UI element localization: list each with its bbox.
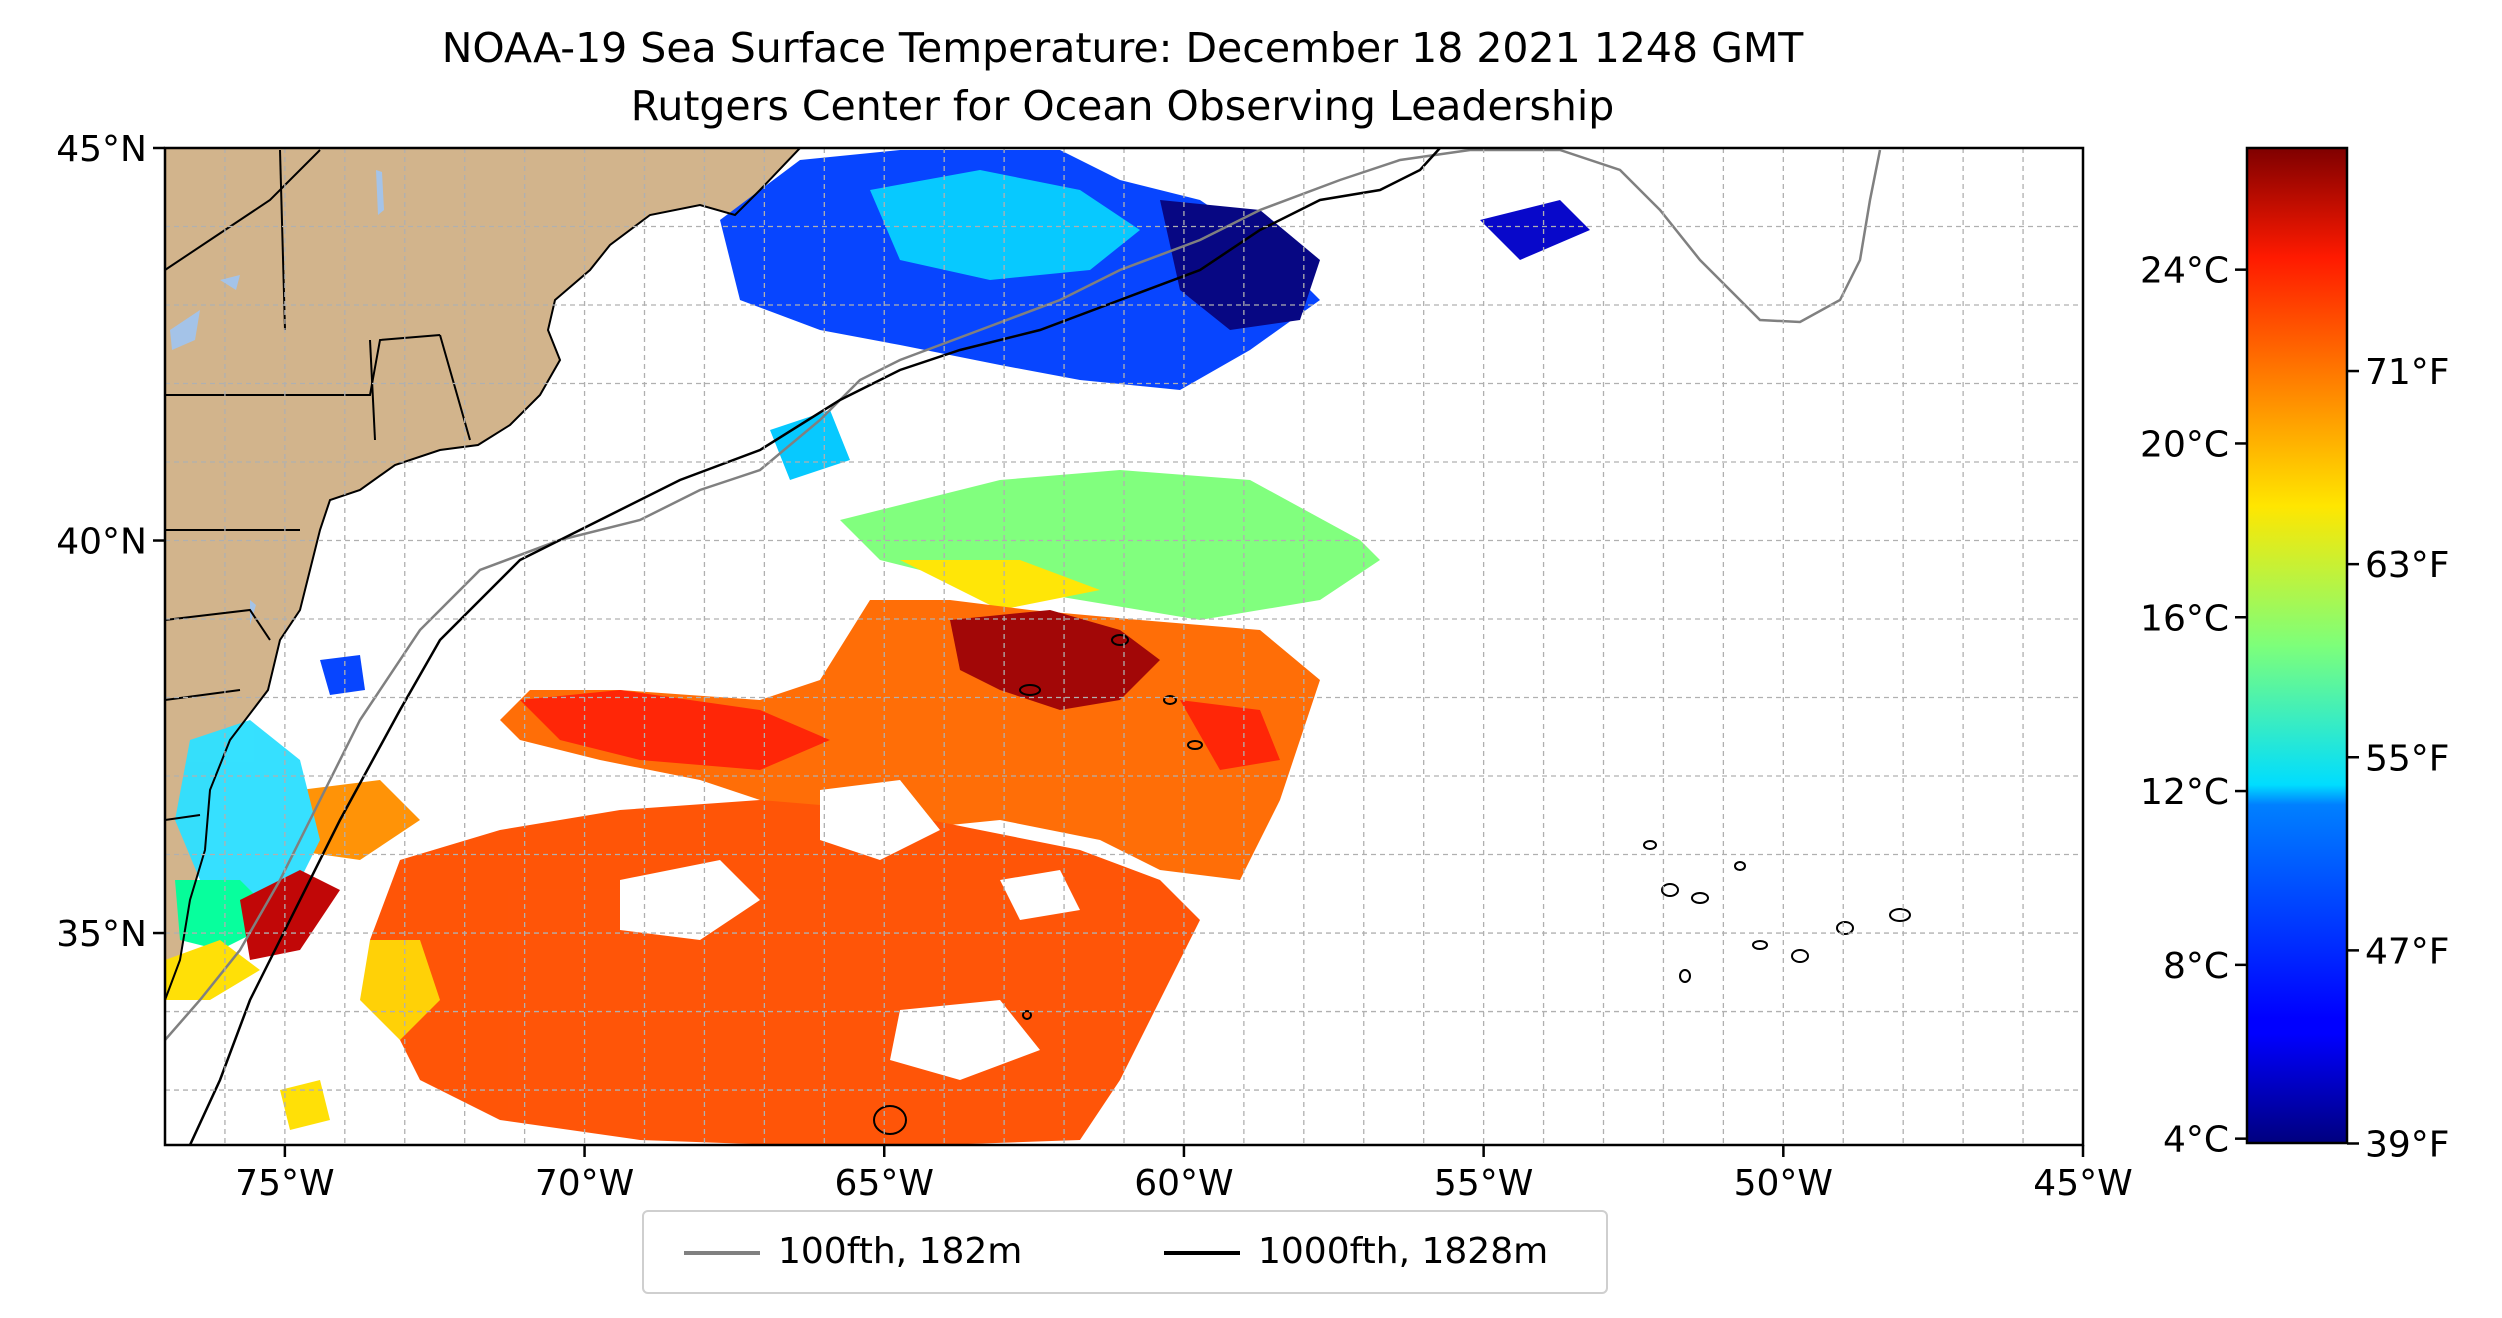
- x-axis: 75°W 70°W 65°W 60°W 55°W 50°W 45°W: [235, 1145, 2133, 1204]
- fahrenheit-tick-label: 71°F: [2365, 352, 2450, 393]
- x-tick-label: 55°W: [1434, 1163, 1533, 1204]
- y-tick-label: 45°N: [56, 129, 147, 170]
- fahrenheit-tick-label: 39°F: [2365, 1124, 2450, 1165]
- celsius-tick-label: 12°C: [2140, 772, 2229, 813]
- legend-swatch-gray: [684, 1251, 760, 1255]
- cloud-gaps: [620, 560, 1080, 1080]
- fahrenheit-tick-label: 47°F: [2365, 931, 2450, 972]
- y-tick-label: 35°N: [56, 914, 147, 955]
- x-tick-label: 65°W: [835, 1163, 934, 1204]
- legend-label: 1000fth, 1828m: [1258, 1231, 1549, 1272]
- fahrenheit-tick-label: 63°F: [2365, 545, 2450, 586]
- celsius-tick-label: 8°C: [2163, 946, 2229, 987]
- celsius-tick-label: 20°C: [2140, 424, 2229, 465]
- coastline: [165, 148, 801, 1001]
- celsius-tick-label: 16°C: [2140, 598, 2229, 639]
- x-tick-label: 60°W: [1134, 1163, 1233, 1204]
- state-borders: [165, 149, 471, 821]
- seamounts: [873, 634, 1911, 1135]
- land-mass: [165, 148, 800, 1000]
- colorbar-ticks: 4°C 8°C 12°C 16°C 20°C 24°C 39°F 47°F 55°F 63°F 71…: [2140, 251, 2449, 1166]
- map-subtitle: Rutgers Center for Ocean Observing Leade…: [630, 82, 1615, 130]
- x-tick-label: 75°W: [235, 1163, 334, 1204]
- legend-swatch-black: [1164, 1251, 1240, 1255]
- lake: [170, 310, 200, 350]
- lake: [376, 170, 384, 215]
- isobath-100fth: [165, 148, 1882, 1041]
- map-frame: [163, 146, 2085, 1147]
- legend-label: 100fth, 182m: [778, 1231, 1023, 1272]
- x-tick-label: 70°W: [535, 1163, 634, 1204]
- fahrenheit-tick-label: 55°F: [2365, 738, 2450, 779]
- celsius-tick-label: 4°C: [2163, 1120, 2229, 1161]
- map-title: NOAA-19 Sea Surface Temperature: Decembe…: [441, 24, 1804, 72]
- isobath-1000fth: [188, 148, 1441, 1145]
- celsius-tick-label: 24°C: [2140, 251, 2229, 292]
- x-tick-label: 45°W: [2033, 1163, 2132, 1204]
- legend: 100fth, 182m 1000fth, 1828m: [642, 1210, 1608, 1294]
- x-tick-label: 50°W: [1734, 1163, 1833, 1204]
- sst-swath: [165, 150, 1590, 1145]
- y-tick-label: 40°N: [56, 522, 147, 563]
- y-axis: 35°N 40°N 45°N: [56, 129, 165, 955]
- lake: [250, 600, 256, 625]
- colorbar: [2245, 146, 2349, 1145]
